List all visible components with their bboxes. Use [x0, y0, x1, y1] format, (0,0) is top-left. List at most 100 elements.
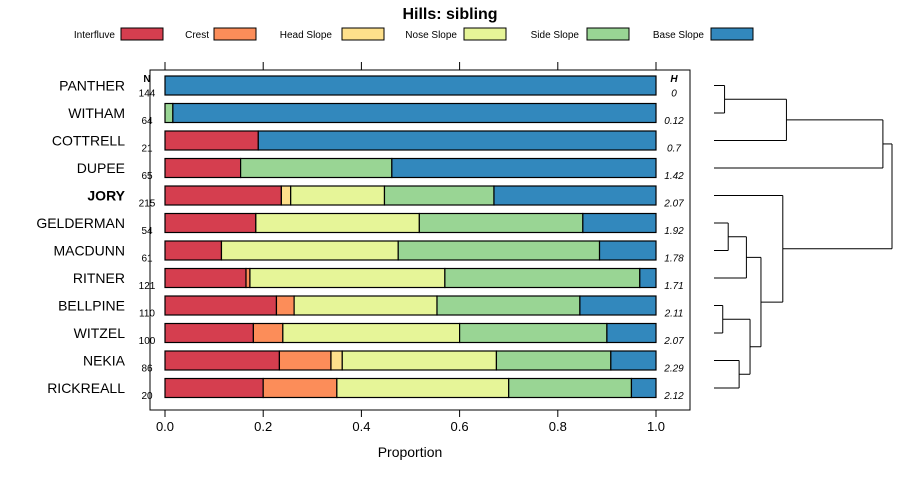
category-label: WITZEL — [74, 325, 126, 341]
h-value: 2.12 — [663, 391, 684, 402]
dendrogram — [714, 85, 893, 389]
x-tick-label: 0.6 — [451, 419, 469, 434]
n-value: 110 — [139, 309, 155, 320]
h-value: 0 — [671, 89, 677, 100]
n-value: 121 — [139, 281, 156, 292]
bars — [164, 75, 657, 399]
legend-label: Side Slope — [531, 30, 580, 41]
h-value: 0.7 — [667, 144, 681, 155]
legend-swatch — [586, 27, 630, 41]
bar-segment — [164, 130, 259, 151]
bar-segment — [493, 185, 657, 206]
bar-segment — [391, 157, 657, 179]
bar-segment — [275, 295, 295, 316]
h-labels: 0 0.12 0.7 1.42 2.07 1.92 1.78 1.71 2.11 2.07 2.29… — [663, 89, 684, 403]
n-value: 144 — [139, 89, 156, 100]
bar-segment — [290, 185, 386, 206]
category-label: NEKIA — [83, 353, 126, 369]
x-tick-label: 1.0 — [647, 419, 665, 434]
h-value: 1.42 — [664, 171, 684, 182]
category-label: JORY — [87, 188, 125, 204]
bar-segment — [249, 267, 446, 289]
n-value: 100 — [139, 336, 156, 347]
bar-segment — [257, 130, 657, 151]
plot-frame — [149, 69, 691, 411]
n-value: 65 — [141, 171, 153, 182]
n-value: 20 — [141, 391, 153, 402]
legend-label: Crest — [185, 30, 209, 41]
bar-segment — [508, 377, 633, 399]
bar-segment — [220, 240, 399, 261]
category-label: DUPEE — [77, 160, 125, 176]
h-value: 1.78 — [664, 254, 684, 265]
bar-segment — [336, 377, 510, 399]
bar-segment — [164, 75, 657, 96]
legend-swatch — [120, 27, 164, 41]
bar-segment — [341, 350, 498, 371]
legend-swatch — [710, 27, 754, 41]
top-axis-ticks — [164, 62, 657, 70]
bar-segment — [582, 212, 657, 234]
bar-segment — [280, 185, 292, 206]
bar-segment — [639, 267, 657, 289]
bar-segment — [164, 185, 282, 206]
bar-segment — [598, 240, 657, 261]
h-value: 2.29 — [663, 364, 684, 375]
bar-segment — [164, 157, 242, 179]
bar-segment — [164, 240, 223, 261]
legend-label: Interfluve — [74, 30, 116, 41]
x-tick-label: 0.2 — [254, 419, 272, 434]
n-labels: 144 64 21 65 215 54 61 121 110 100 86 20 — [139, 89, 156, 403]
bar-segment — [418, 212, 584, 234]
category-label: MACDUNN — [53, 243, 125, 259]
n-value: 215 — [139, 199, 156, 210]
x-tick-label: 0.8 — [549, 419, 567, 434]
bar-segment — [164, 377, 264, 399]
n-value: 54 — [141, 226, 153, 237]
legend: Interfluve Crest Head Slope Nose Slope Side … — [74, 27, 754, 41]
bar-segment — [278, 350, 332, 371]
n-column-header: N — [143, 74, 150, 85]
h-value: 1.92 — [664, 226, 684, 237]
h-value: 2.07 — [663, 199, 684, 210]
h-value: 1.71 — [664, 281, 683, 292]
bar-segment — [579, 295, 657, 316]
bar-segment — [255, 212, 420, 234]
category-label: RICKREALL — [47, 380, 125, 396]
x-tick-label: 0.4 — [352, 419, 370, 434]
bar-segment — [282, 322, 461, 344]
n-value: 64 — [141, 116, 153, 127]
category-label: GELDERMAN — [36, 215, 125, 231]
bar-segment — [495, 350, 612, 371]
bar-segment — [252, 322, 284, 344]
chart-title: Hills: sibling — [402, 6, 497, 23]
bar-segment — [293, 295, 438, 316]
category-label: PANTHER — [59, 78, 125, 94]
bar-segment — [630, 377, 657, 399]
legend-label: Base Slope — [653, 30, 705, 41]
bar-segment — [172, 102, 657, 124]
x-tick-label: 0.0 — [156, 419, 174, 434]
bar-segment — [164, 295, 278, 316]
bar-segment — [606, 322, 657, 344]
category-label: BELLPINE — [58, 298, 125, 314]
category-label: WITHAM — [68, 105, 125, 121]
legend-swatch — [463, 27, 507, 41]
row-labels: PANTHER WITHAM COTTRELL DUPEE JORY GELDERMAN M… — [36, 78, 125, 397]
legend-label: Nose Slope — [405, 30, 457, 41]
bar-segment — [444, 267, 641, 289]
category-label: RITNER — [73, 270, 125, 286]
bar-segment — [164, 102, 174, 124]
bar-segment — [164, 212, 257, 234]
h-column-header: H — [670, 74, 678, 85]
n-value: 86 — [141, 364, 153, 375]
x-axis-label: Proportion — [378, 444, 443, 460]
bar-segment — [240, 157, 393, 179]
legend-swatch — [213, 27, 257, 41]
bar-segment — [397, 240, 601, 261]
legend-label: Head Slope — [280, 30, 333, 41]
bar-segment — [164, 322, 254, 344]
bar-segment — [459, 322, 608, 344]
bar-segment — [436, 295, 581, 316]
bar-segment — [164, 267, 247, 289]
